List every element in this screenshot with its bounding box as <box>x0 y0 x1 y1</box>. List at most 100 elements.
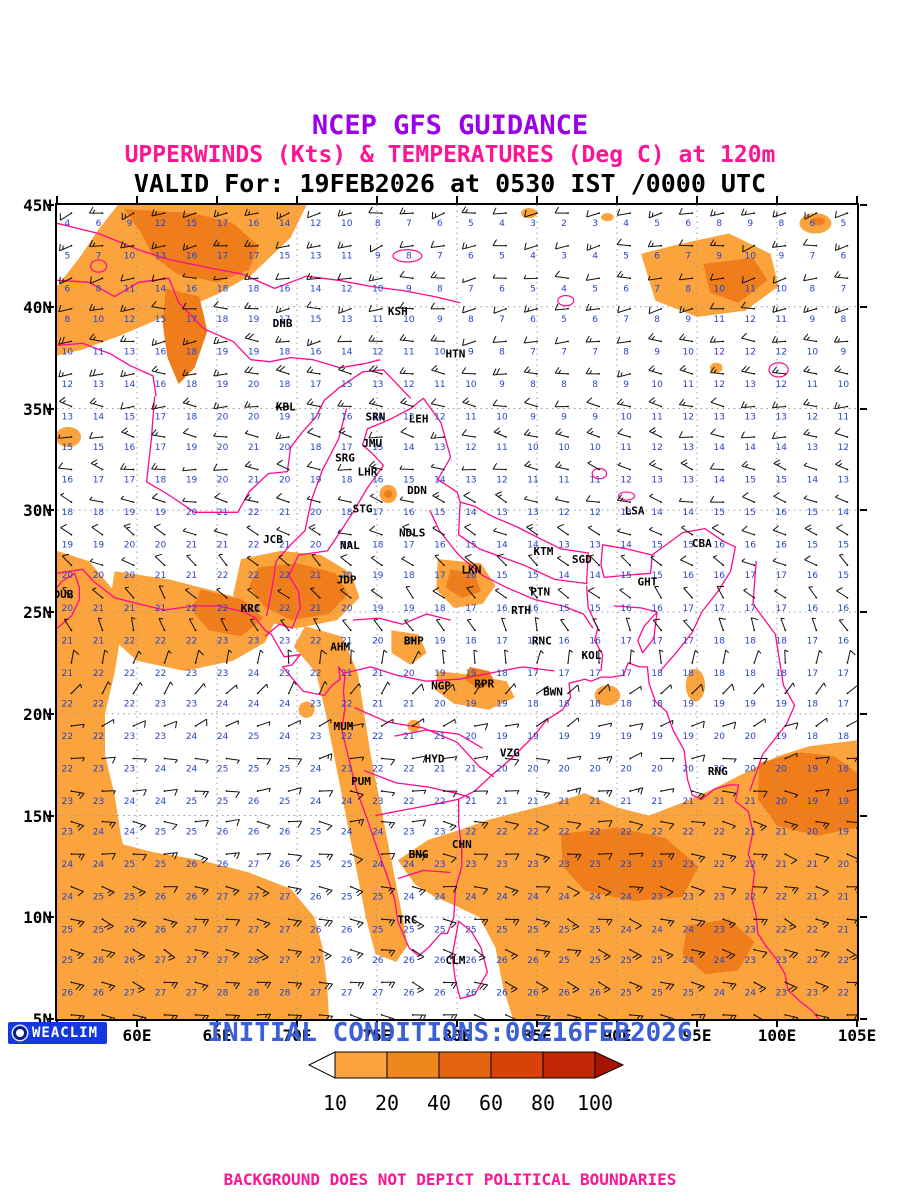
wind-barb <box>339 588 352 599</box>
temperature-value: 19 <box>155 508 167 518</box>
wind-barb <box>753 948 768 958</box>
temperature-value: 23 <box>93 765 104 775</box>
temperature-value: 22 <box>403 797 414 807</box>
temperature-value: 21 <box>372 699 383 709</box>
wind-barb <box>225 790 240 799</box>
wind-barb <box>431 364 445 375</box>
temperature-value: 17 <box>838 699 849 709</box>
temperature-value: 14 <box>807 476 819 486</box>
wind-barb <box>586 243 600 251</box>
wind-barb <box>163 788 178 796</box>
temperature-value: 27 <box>124 988 135 998</box>
wind-barb <box>784 649 789 664</box>
temperature-value: 25 <box>124 893 135 903</box>
temperature-value: 15 <box>745 476 756 486</box>
wind-barb <box>492 462 507 471</box>
wind-barb <box>368 334 383 343</box>
wind-barb <box>244 239 259 247</box>
wind-barb <box>70 918 85 928</box>
axis-lon-label-105E: 105E <box>837 1026 877 1045</box>
temperature-value: 13 <box>124 347 135 357</box>
wind-barb <box>598 981 611 993</box>
wind-barb <box>474 853 489 861</box>
wind-barb <box>158 585 166 599</box>
wind-barb <box>184 587 197 599</box>
wind-barb <box>411 885 426 896</box>
temperature-value: 18 <box>682 669 694 679</box>
temperature-value: 20 <box>217 443 229 453</box>
temperature-value: 20 <box>62 571 74 581</box>
temperature-value: 19 <box>217 380 229 390</box>
temperature-value: 14 <box>776 443 788 453</box>
wind-barb <box>225 918 241 927</box>
wind-barb <box>287 948 302 958</box>
wind-barb <box>256 885 270 898</box>
temperature-value: 25 <box>279 797 290 807</box>
wind-barb <box>836 587 849 599</box>
wind-barb <box>743 588 756 599</box>
temperature-value: 22 <box>310 636 321 646</box>
temperature-value: 22 <box>62 765 73 775</box>
temperature-value: 18 <box>372 541 384 551</box>
temperature-value: 6 <box>623 284 629 294</box>
lake-contour <box>557 294 575 307</box>
wind-barb <box>771 240 787 248</box>
wind-barb <box>182 210 197 218</box>
temperature-value: 11 <box>434 380 445 390</box>
axis-lon-label-80E: 80E <box>442 1026 472 1045</box>
temperature-value: 24 <box>186 732 198 742</box>
temperature-value: 17 <box>558 669 569 679</box>
temperature-value: 12 <box>155 219 166 229</box>
wind-barb <box>753 981 767 993</box>
city-label-MUM: MUM <box>333 720 353 733</box>
wind-barb <box>523 305 538 313</box>
wind-barb <box>132 650 142 664</box>
wind-barb <box>318 885 333 896</box>
wind-barb <box>722 918 736 929</box>
wind-barb <box>523 274 538 280</box>
wind-barb <box>554 367 569 375</box>
wind-barb <box>660 981 675 991</box>
temperature-value: 23 <box>62 828 73 838</box>
wind-barb <box>505 885 519 896</box>
temperature-value: 23 <box>403 828 414 838</box>
wind-barb <box>557 523 569 536</box>
wind-barb <box>153 523 166 536</box>
temperature-value: 23 <box>496 860 507 870</box>
wind-barb <box>59 276 73 285</box>
wind-barb <box>368 304 383 313</box>
wind-barb <box>182 302 197 310</box>
temperature-value: 20 <box>341 571 353 581</box>
wind-barb <box>280 619 290 632</box>
wind-barb <box>528 586 538 599</box>
wind-barb <box>505 757 520 766</box>
wind-barb <box>462 397 476 408</box>
city-label-CLM: CLM <box>445 954 465 967</box>
wind-barb <box>194 649 205 664</box>
temperature-value: 11 <box>527 476 538 486</box>
wind-barb <box>753 853 768 861</box>
temperature-value: 18 <box>651 699 663 709</box>
temperature-value: 17 <box>248 252 259 262</box>
wind-shading-spot <box>812 217 825 226</box>
temperature-value: 24 <box>62 893 74 903</box>
wind-barb <box>504 649 509 664</box>
wind-barb <box>461 206 476 215</box>
wind-barb <box>121 427 135 438</box>
temperature-value: 10 <box>527 443 539 453</box>
temperature-value: 16 <box>186 284 198 294</box>
temperature-value: 16 <box>248 219 260 229</box>
temperature-value: 18 <box>714 669 726 679</box>
temperature-value: 23 <box>465 860 476 870</box>
boundary-state-line-deccan <box>394 729 483 749</box>
wind-barb <box>536 918 551 928</box>
wind-barb <box>337 335 352 343</box>
temperature-value: 4 <box>561 284 567 294</box>
temperature-value: 17 <box>496 636 507 646</box>
wind-barb <box>834 243 849 251</box>
temperature-value: 21 <box>248 443 259 453</box>
temperature-value: 15 <box>527 571 538 581</box>
wind-barb <box>835 494 849 504</box>
temperature-value: 18 <box>186 347 198 357</box>
temperature-value: 22 <box>310 669 321 679</box>
